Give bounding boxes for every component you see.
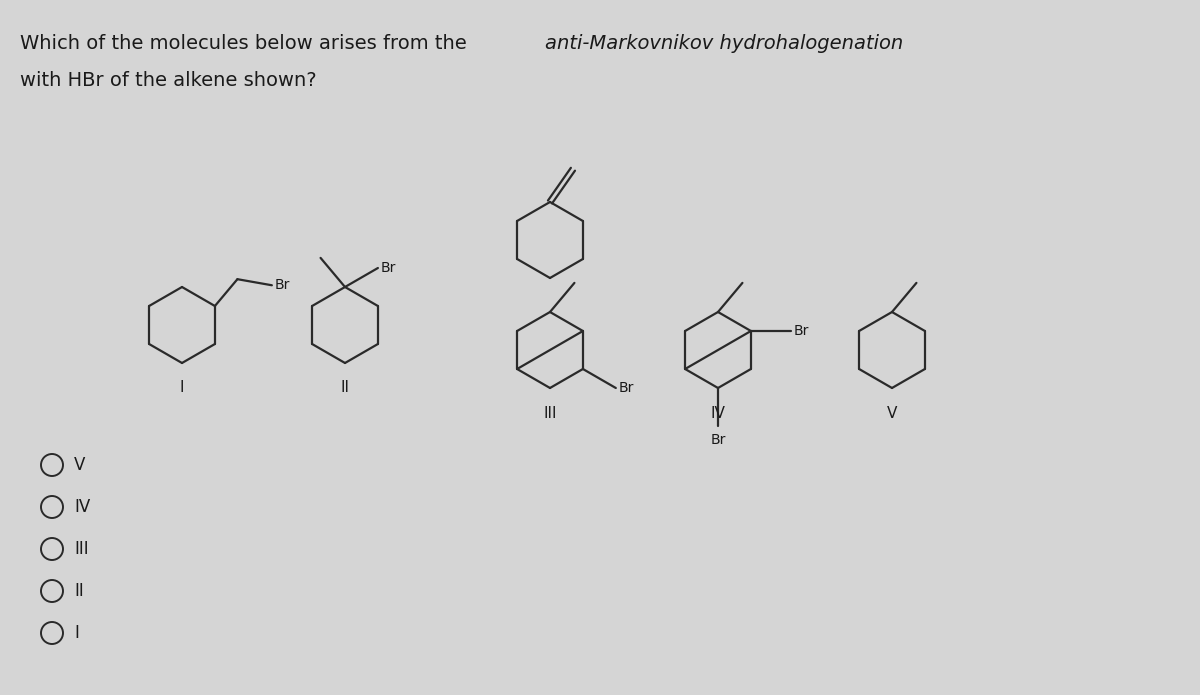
Text: II: II: [341, 380, 349, 395]
Text: II: II: [74, 582, 84, 600]
Text: I: I: [74, 624, 79, 642]
Text: IV: IV: [710, 405, 726, 420]
Text: Which of the molecules below arises from the: Which of the molecules below arises from…: [20, 33, 473, 53]
Text: anti-Markovnikov hydrohalogenation: anti-Markovnikov hydrohalogenation: [545, 33, 904, 53]
Text: with HBr of the alkene shown?: with HBr of the alkene shown?: [20, 70, 317, 90]
Text: Br: Br: [710, 433, 726, 447]
Text: V: V: [74, 456, 85, 474]
Text: III: III: [74, 540, 89, 558]
Text: Br: Br: [794, 324, 809, 338]
Text: III: III: [544, 405, 557, 420]
Text: I: I: [180, 380, 185, 395]
Text: IV: IV: [74, 498, 90, 516]
Text: Br: Br: [619, 381, 634, 395]
Text: V: V: [887, 405, 898, 420]
Text: Br: Br: [275, 278, 290, 293]
Text: Br: Br: [380, 261, 396, 275]
